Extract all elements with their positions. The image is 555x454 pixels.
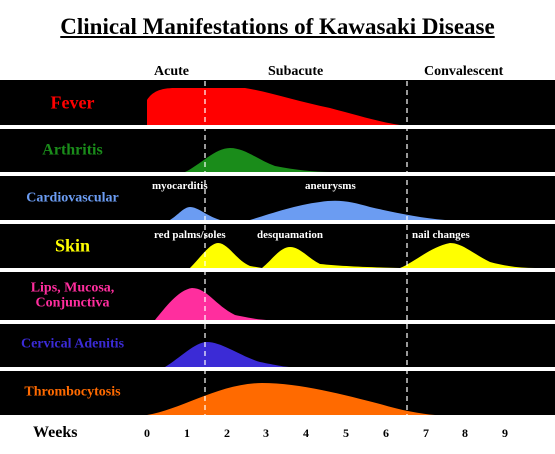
annotation-desquamation: desquamation [257, 229, 324, 241]
row-bg-cervical [0, 324, 555, 367]
row-bg-arthritis [0, 129, 555, 172]
x-tick-label: 8 [462, 426, 468, 440]
annotation-aneurysms: aneurysms [305, 180, 356, 192]
x-tick-label: 0 [144, 426, 150, 440]
x-tick-label: 4 [303, 426, 309, 440]
phase-label-acute: Acute [154, 64, 189, 79]
page-title: Clinical Manifestations of Kawasaki Dise… [60, 14, 495, 39]
phase-label-convalescent: Convalescent [424, 64, 504, 79]
x-tick-label: 7 [423, 426, 429, 440]
thrombocytosis-curve [147, 383, 435, 415]
row-label-cervical-adenitis: Cervical Adenitis [20, 336, 125, 352]
row-label-arthritis: Arthritis [42, 141, 103, 159]
row-label-fever: Fever [50, 92, 95, 113]
annotation-red-palms-soles: red palms/soles [154, 229, 226, 241]
annotation-myocarditis: myocarditis [152, 180, 208, 192]
row-label-skin: Skin [54, 235, 91, 256]
row-label-cardiovascular: Cardiovascular [26, 190, 119, 206]
cervical-curve [165, 342, 290, 367]
cardiovascular-curve [170, 200, 445, 220]
row-label-lips-mucosa: Lips, Mucosa, Conjunctiva [30, 280, 115, 310]
x-tick-label: 9 [502, 426, 508, 440]
skin-curve [190, 243, 535, 268]
phase-label-subacute: Subacute [268, 64, 324, 79]
x-tick-label: 5 [343, 426, 349, 440]
row-label-thrombocytosis: Thrombocytosis [24, 384, 121, 400]
x-tick-label: 3 [263, 426, 269, 440]
arthritis-curve [185, 148, 330, 172]
x-axis-label: Weeks [33, 424, 78, 441]
fever-curve [147, 88, 400, 125]
annotation-nail-changes: nail changes [412, 229, 470, 241]
x-tick-label: 2 [224, 426, 230, 440]
row-bg-lips [0, 272, 555, 320]
x-tick-label: 6 [383, 426, 389, 440]
lips-curve [155, 288, 270, 320]
x-tick-label: 1 [184, 426, 190, 440]
